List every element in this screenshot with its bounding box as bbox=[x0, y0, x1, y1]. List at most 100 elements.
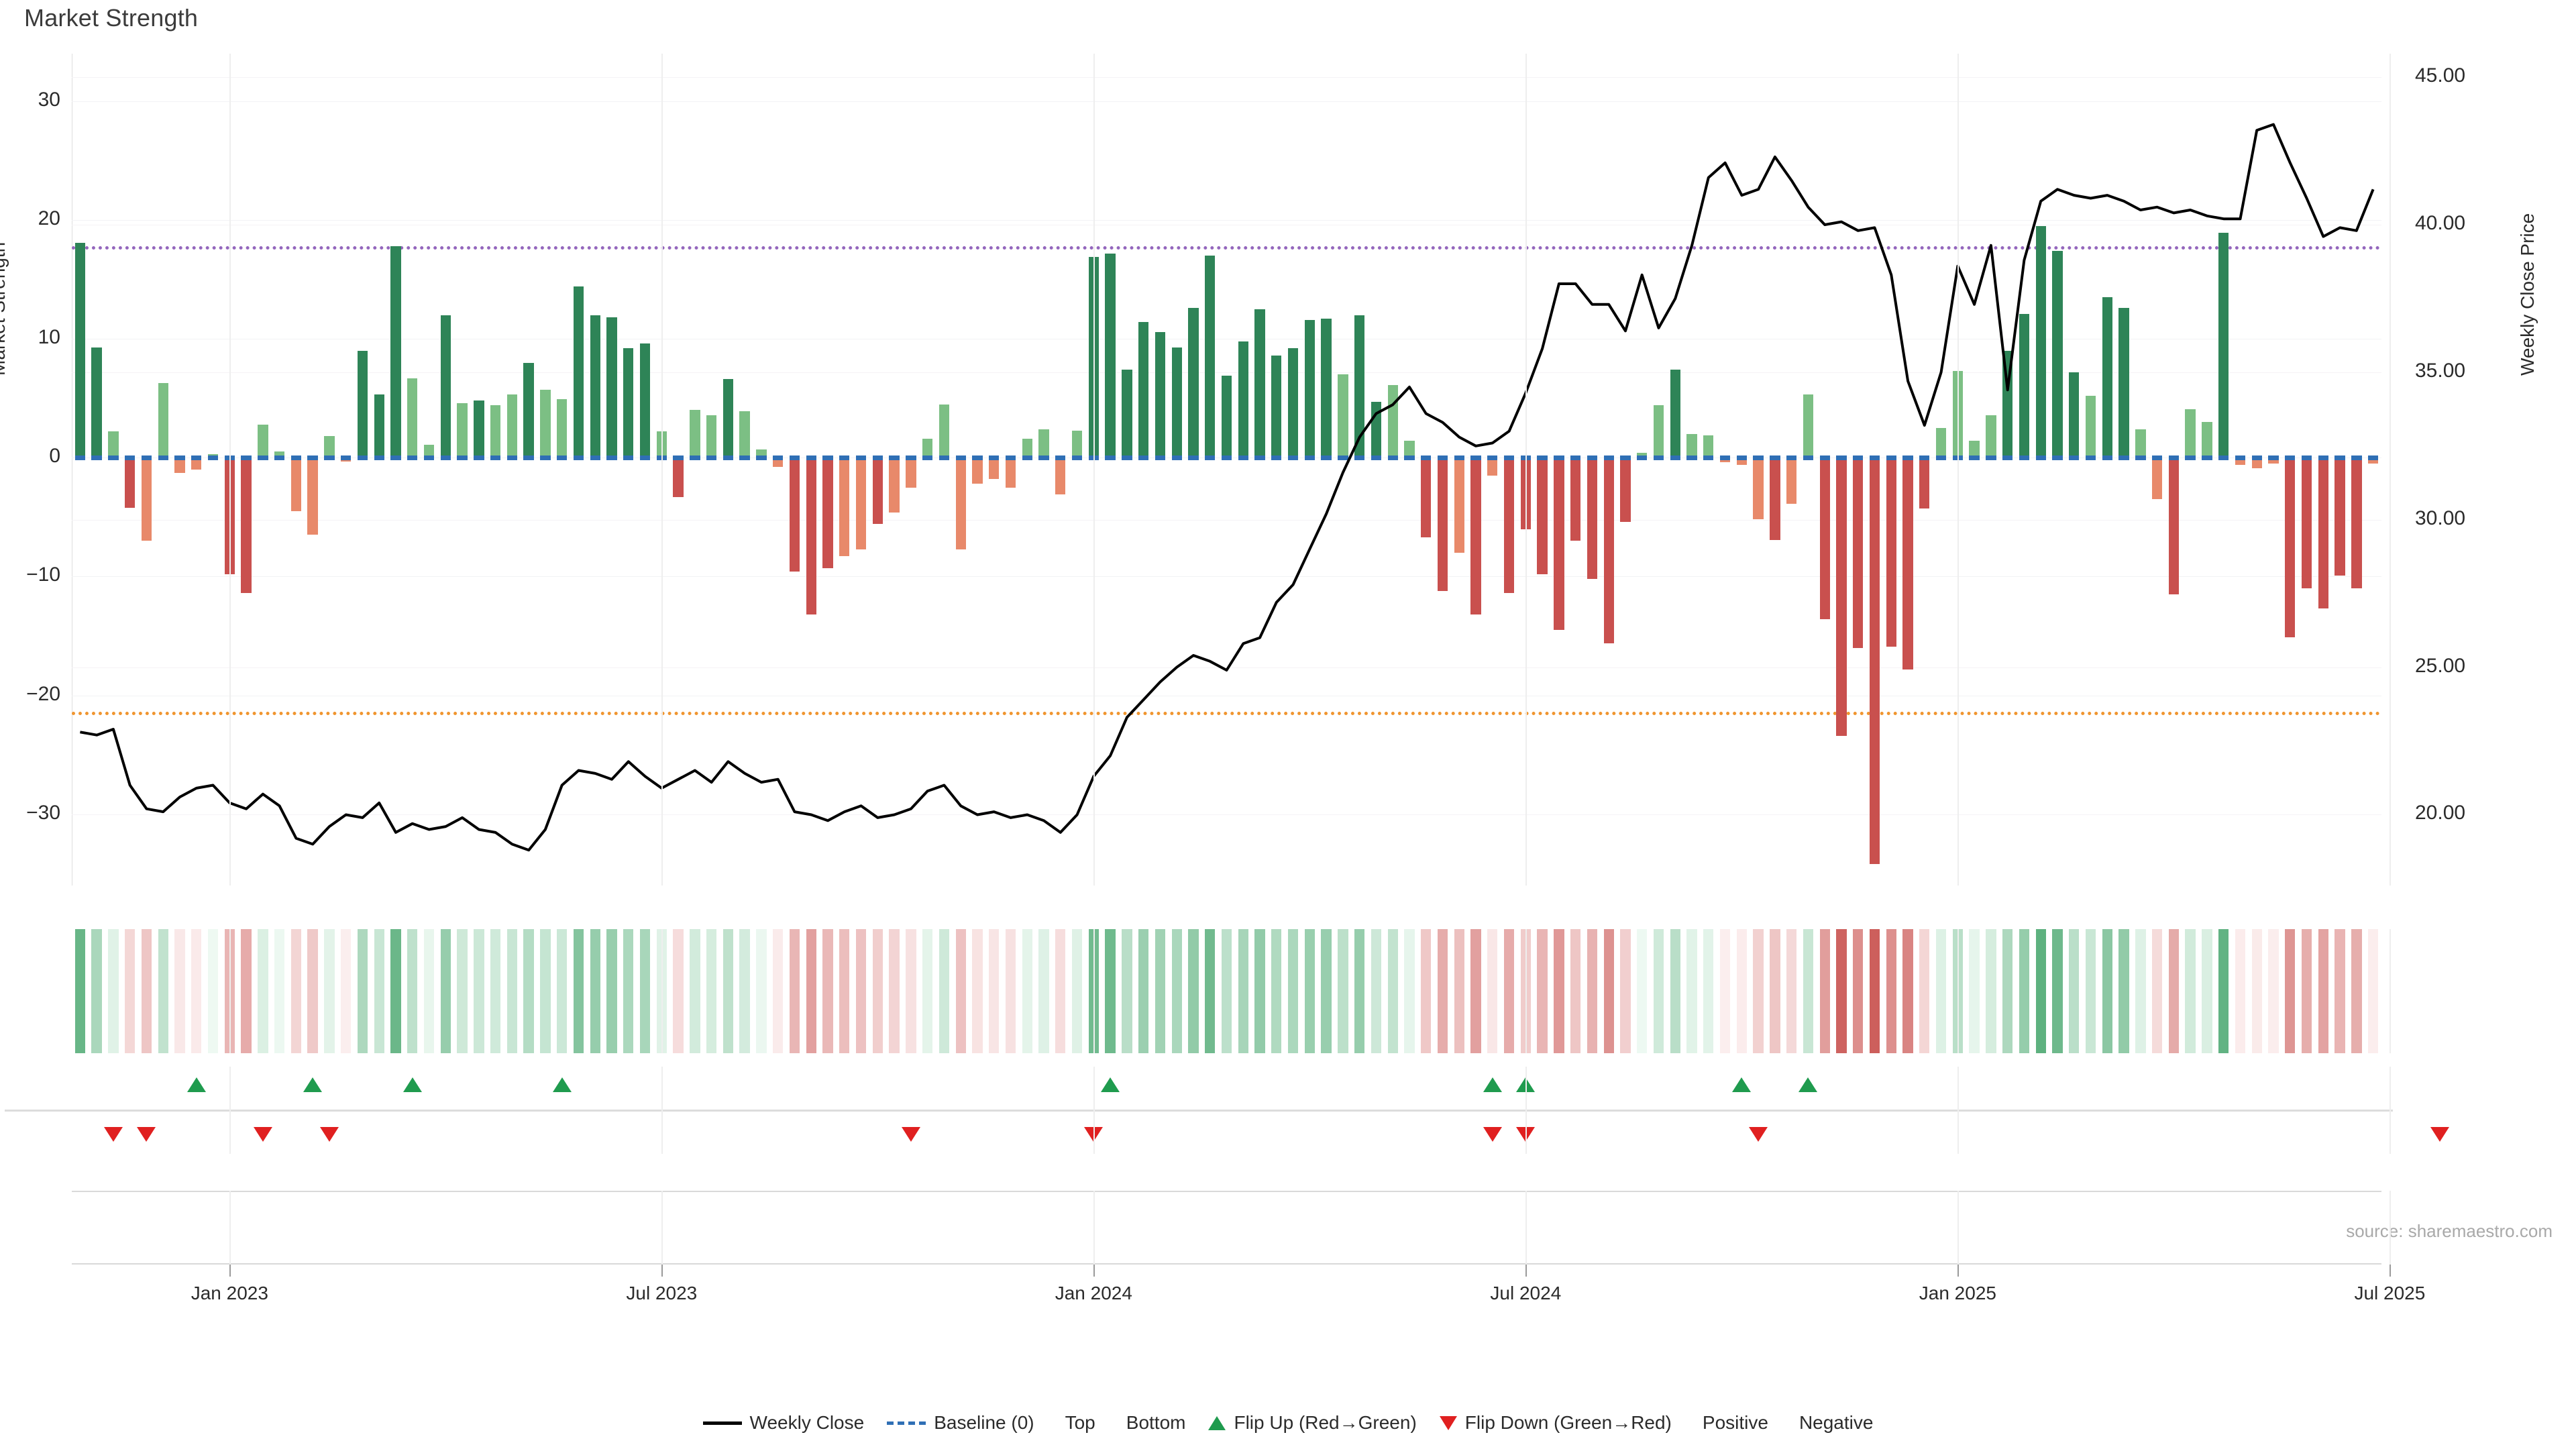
baseline-segment bbox=[523, 455, 534, 461]
bar bbox=[290, 458, 302, 511]
bar bbox=[1271, 355, 1282, 458]
heat-cell bbox=[1404, 929, 1415, 1053]
bar bbox=[241, 458, 252, 594]
heat-cell bbox=[506, 929, 518, 1053]
legend-item[interactable]: Negative bbox=[1791, 1412, 1874, 1434]
flip-down-marker bbox=[103, 1127, 123, 1142]
baseline-segment bbox=[1470, 455, 1481, 461]
bar bbox=[274, 451, 285, 458]
baseline-segment bbox=[1603, 455, 1614, 461]
heat-cell bbox=[1653, 929, 1664, 1053]
y-tick-left: 30 bbox=[38, 88, 60, 111]
baseline-segment bbox=[108, 455, 119, 461]
legend-item[interactable]: Flip Down (Green→Red) bbox=[1439, 1412, 1672, 1434]
bar bbox=[2118, 308, 2129, 458]
weekly-close-path bbox=[80, 123, 2375, 852]
baseline-segment bbox=[839, 455, 850, 461]
bar bbox=[357, 350, 368, 458]
bar bbox=[938, 404, 950, 458]
baseline-segment bbox=[1354, 455, 1365, 461]
bar bbox=[1338, 374, 1348, 458]
heat-cell bbox=[1819, 929, 1830, 1053]
heat-cell bbox=[1254, 929, 1265, 1053]
baseline-segment bbox=[1869, 455, 1880, 461]
heat-cell bbox=[906, 929, 916, 1053]
heat-cell bbox=[623, 929, 634, 1053]
main-plot-area bbox=[72, 54, 2381, 885]
baseline-segment bbox=[889, 455, 900, 461]
baseline-segment bbox=[207, 455, 219, 461]
heat-cell bbox=[540, 929, 551, 1053]
baseline-segment bbox=[1005, 455, 1016, 461]
baseline-segment bbox=[590, 455, 600, 461]
legend-item[interactable]: Bottom bbox=[1118, 1412, 1186, 1434]
bar bbox=[1138, 322, 1149, 458]
baseline-segment bbox=[1304, 455, 1315, 461]
baseline-segment bbox=[540, 455, 551, 461]
heat-cell bbox=[2035, 929, 2046, 1053]
bar bbox=[1038, 429, 1049, 458]
heat-cell bbox=[1836, 929, 1847, 1053]
bar bbox=[374, 394, 384, 458]
baseline-segment bbox=[91, 455, 102, 461]
x-guide-line bbox=[1093, 929, 1095, 1053]
baseline-segment bbox=[1055, 455, 1066, 461]
heat-cell bbox=[972, 929, 983, 1053]
legend-item[interactable]: Weekly Close bbox=[702, 1412, 864, 1434]
baseline-segment bbox=[74, 455, 86, 461]
gridline-right bbox=[72, 519, 2381, 521]
baseline-segment bbox=[2251, 455, 2262, 461]
heat-cell bbox=[2002, 929, 2013, 1053]
flip-up-marker bbox=[303, 1077, 323, 1092]
bar bbox=[557, 399, 568, 458]
gridline-right bbox=[72, 372, 2381, 373]
baseline-segment bbox=[1537, 455, 1548, 461]
x-guide-line bbox=[1093, 1067, 1095, 1154]
heat-cell bbox=[1503, 929, 1515, 1053]
bar bbox=[457, 402, 468, 458]
gridline-left bbox=[72, 576, 2381, 578]
heat-cell bbox=[722, 929, 734, 1053]
heat-cell bbox=[1803, 929, 1814, 1053]
legend-item[interactable]: Positive bbox=[1695, 1412, 1768, 1434]
legend-item[interactable]: Flip Up (Red→Green) bbox=[1208, 1412, 1417, 1434]
baseline-segment bbox=[822, 455, 833, 461]
bar bbox=[1238, 341, 1248, 458]
bar bbox=[2035, 225, 2046, 458]
x-guide-line bbox=[1525, 1191, 1527, 1265]
baseline-segment bbox=[1503, 455, 1515, 461]
bar bbox=[1986, 415, 1996, 458]
y-tick-right: 40.00 bbox=[2415, 212, 2466, 235]
bar bbox=[1686, 433, 1697, 458]
legend-label: Baseline (0) bbox=[934, 1412, 1034, 1433]
legend-item[interactable]: Baseline (0) bbox=[887, 1412, 1034, 1434]
bar bbox=[722, 379, 734, 458]
baseline-segment bbox=[1038, 455, 1049, 461]
baseline-segment bbox=[158, 455, 168, 461]
legend-item[interactable]: Top bbox=[1057, 1412, 1095, 1434]
bar bbox=[1454, 458, 1464, 553]
heat-cell bbox=[855, 929, 867, 1053]
flip-up-marker bbox=[552, 1077, 572, 1092]
heat-cell bbox=[1786, 929, 1797, 1053]
bar bbox=[1753, 458, 1764, 520]
bar bbox=[407, 378, 418, 458]
baseline-segment bbox=[125, 455, 136, 461]
heat-cell bbox=[839, 929, 850, 1053]
page-title: Market Strength bbox=[24, 4, 199, 32]
bar bbox=[1703, 435, 1714, 458]
baseline-segment bbox=[573, 455, 584, 461]
bar bbox=[1188, 308, 1199, 458]
baseline-segment bbox=[739, 455, 750, 461]
bar bbox=[806, 458, 816, 615]
bar bbox=[1869, 458, 1880, 865]
bar bbox=[1022, 438, 1032, 458]
baseline-segment bbox=[2235, 455, 2246, 461]
bar bbox=[2334, 458, 2345, 576]
baseline-segment bbox=[1902, 455, 1913, 461]
baseline-segment bbox=[2168, 455, 2180, 461]
heat-cell bbox=[1919, 929, 1930, 1053]
flip-down-marker bbox=[1483, 1127, 1502, 1142]
bar bbox=[158, 382, 168, 458]
legend-label: Top bbox=[1065, 1412, 1095, 1433]
